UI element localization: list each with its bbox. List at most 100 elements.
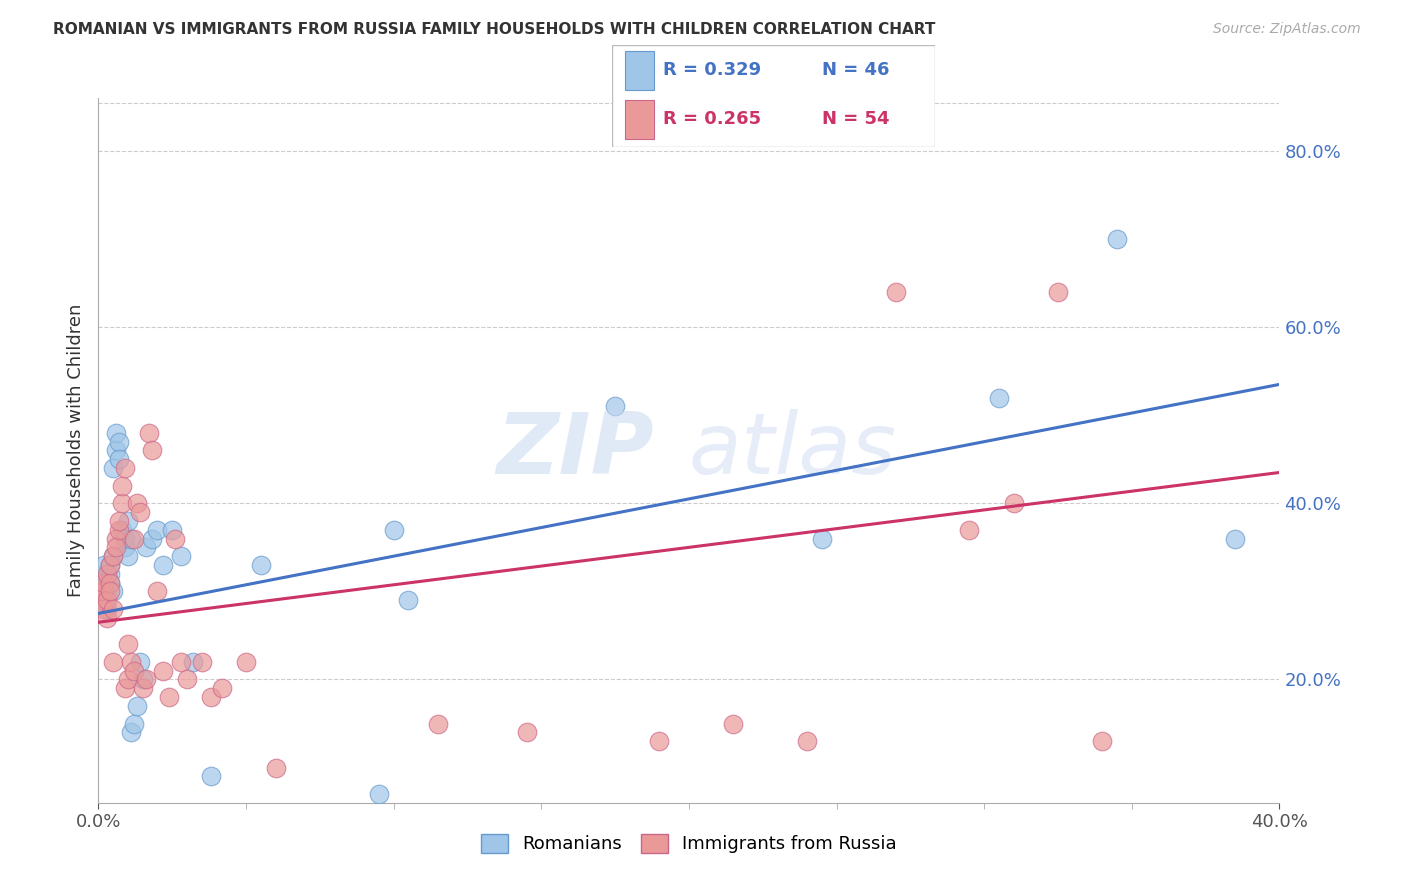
Point xyxy=(98,558,121,572)
Point xyxy=(108,514,131,528)
Point xyxy=(235,655,257,669)
Text: R = 0.329: R = 0.329 xyxy=(664,62,762,79)
Point xyxy=(105,541,128,555)
Point xyxy=(723,716,745,731)
Point xyxy=(170,655,193,669)
Point xyxy=(122,664,145,678)
Point xyxy=(427,716,450,731)
Point xyxy=(120,655,142,669)
Point xyxy=(135,541,157,555)
Y-axis label: Family Households with Children: Family Households with Children xyxy=(66,304,84,597)
Point xyxy=(114,541,136,555)
Point xyxy=(98,575,121,590)
Point xyxy=(96,575,118,590)
Point xyxy=(128,655,150,669)
Point xyxy=(141,443,163,458)
Point xyxy=(96,593,118,607)
Point xyxy=(264,760,287,774)
Point xyxy=(108,434,131,449)
Point xyxy=(382,523,405,537)
Point xyxy=(114,681,136,696)
Point xyxy=(1091,734,1114,748)
Point xyxy=(103,549,125,564)
Point xyxy=(103,584,125,599)
Point xyxy=(398,593,420,607)
Point xyxy=(120,725,142,739)
Point xyxy=(152,664,174,678)
Point xyxy=(117,637,139,651)
Point xyxy=(988,391,1011,405)
Point xyxy=(200,769,222,783)
Point xyxy=(959,523,981,537)
Point xyxy=(93,566,115,581)
Point xyxy=(98,584,121,599)
Point xyxy=(191,655,214,669)
Point xyxy=(516,725,538,739)
Point xyxy=(1107,232,1129,246)
Point xyxy=(138,425,160,440)
Point xyxy=(162,523,183,537)
Point xyxy=(98,566,121,581)
Point xyxy=(98,558,121,572)
Point xyxy=(90,593,112,607)
Point xyxy=(114,532,136,546)
Point xyxy=(96,566,118,581)
Point xyxy=(796,734,818,748)
Point xyxy=(128,505,150,519)
Point xyxy=(132,673,155,687)
Point xyxy=(146,584,169,599)
Point xyxy=(1046,285,1070,299)
Point xyxy=(93,558,115,572)
Point xyxy=(176,673,198,687)
Point xyxy=(111,496,134,510)
Point xyxy=(96,602,118,616)
Point xyxy=(108,452,131,467)
Bar xyxy=(624,51,654,90)
Point xyxy=(111,478,134,492)
Point xyxy=(103,655,125,669)
Point xyxy=(117,549,139,564)
Point xyxy=(125,496,148,510)
Point xyxy=(132,681,155,696)
Point xyxy=(810,532,832,546)
Point xyxy=(605,400,627,414)
Point xyxy=(181,655,204,669)
Point xyxy=(96,584,118,599)
Point xyxy=(93,602,115,616)
Point xyxy=(114,461,136,475)
Point xyxy=(1225,532,1247,546)
Point xyxy=(125,698,148,713)
Point xyxy=(105,425,128,440)
Point xyxy=(96,611,118,625)
Text: R = 0.265: R = 0.265 xyxy=(664,111,762,128)
Point xyxy=(111,523,134,537)
Point xyxy=(93,593,115,607)
Point xyxy=(122,532,145,546)
Point xyxy=(157,690,180,705)
Text: N = 46: N = 46 xyxy=(821,62,890,79)
Point xyxy=(368,787,391,801)
Point xyxy=(105,532,128,546)
Point xyxy=(146,523,169,537)
Point xyxy=(120,532,142,546)
Point xyxy=(90,584,112,599)
Text: atlas: atlas xyxy=(689,409,897,492)
Point xyxy=(250,558,273,572)
Point xyxy=(103,549,125,564)
Point xyxy=(90,575,112,590)
Point xyxy=(152,558,174,572)
Point xyxy=(117,673,139,687)
Point xyxy=(103,602,125,616)
Text: Source: ZipAtlas.com: Source: ZipAtlas.com xyxy=(1213,22,1361,37)
Point xyxy=(648,734,671,748)
Point xyxy=(105,443,128,458)
Point xyxy=(122,716,145,731)
Text: N = 54: N = 54 xyxy=(821,111,890,128)
Point xyxy=(117,514,139,528)
Text: ZIP: ZIP xyxy=(496,409,654,492)
Point xyxy=(103,461,125,475)
Point xyxy=(1002,496,1025,510)
Point xyxy=(141,532,163,546)
Point xyxy=(98,575,121,590)
Legend: Romanians, Immigrants from Russia: Romanians, Immigrants from Russia xyxy=(474,827,904,861)
